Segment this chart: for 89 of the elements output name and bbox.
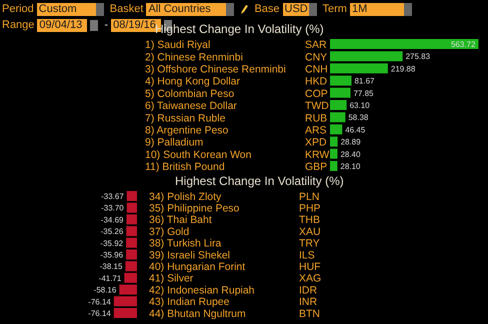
bar [330, 148, 338, 159]
y-tick-label: 41) Silver [149, 274, 194, 285]
text: Highest Change In Volatility (%) [175, 174, 344, 188]
data-label: 219.88 [390, 64, 416, 74]
text: CNH [304, 64, 328, 76]
data-label: 28.89 [340, 138, 362, 147]
text: Period [2, 2, 34, 16]
bar [330, 76, 352, 86]
text: HKD [304, 76, 328, 88]
y-tick-label: 9) Palladium [145, 138, 204, 149]
text: CNY [304, 52, 328, 64]
y-tick-label: 39) Israeli Shekel [149, 250, 230, 262]
text: TWD [304, 101, 330, 112]
data-label: 58.38 [348, 113, 369, 122]
y-tick-label: 37) Gold [149, 226, 190, 238]
data-label: 81.67 [354, 76, 376, 86]
text: ILS [298, 250, 315, 262]
y-tick-label: 42) Indonesian Rupiah [149, 285, 255, 296]
y-tick-label: 1) Saudi Riyal [145, 40, 210, 52]
data-label: 63.10 [350, 100, 370, 110]
y-tick-label: 44) Bhutan Ngultrum [149, 308, 246, 320]
text: SAR [304, 40, 327, 52]
text: Basket [110, 2, 144, 16]
bar [330, 124, 342, 134]
text: 09/04/13 [37, 18, 88, 32]
text: BTN [298, 308, 320, 320]
text: THB [298, 215, 320, 226]
bar [330, 39, 478, 49]
y-tick-label: 10) South Korean Won [145, 150, 252, 161]
data-label: -38.15 [100, 262, 123, 272]
data-label: -58.16 [94, 286, 117, 295]
text: HUF [298, 262, 321, 274]
text: Term [322, 2, 347, 16]
y-tick-label: 3) Offshore Chinese Renminbi [145, 64, 286, 76]
y-tick-label: 6) Taiwanese Dollar [145, 101, 238, 112]
bar [330, 63, 388, 74]
data-label: -41.71 [98, 274, 122, 283]
y-tick-label: 5) Colombian Peso [145, 88, 234, 100]
text: - [104, 18, 108, 32]
y-tick-label: 8) Argentine Peso [145, 125, 229, 136]
text: RUB [304, 113, 328, 124]
data-label: -33.67 [101, 192, 124, 201]
y-tick-label: 2) Chinese Renminbi [145, 52, 243, 64]
text: All Countries [146, 2, 226, 16]
y-tick-label: 4) Hong Kong Dollar [145, 76, 241, 88]
data-label: -35.96 [100, 250, 124, 260]
data-label: -34.69 [100, 215, 124, 224]
text: Range [2, 18, 34, 32]
text: XAU [298, 226, 321, 238]
bar [330, 100, 347, 110]
data-label: 28.10 [340, 162, 361, 171]
y-tick-label: 43) Indian Rupee [149, 297, 230, 308]
y-tick-label: 7) Russian Ruble [145, 113, 226, 124]
data-label: 28.40 [340, 150, 362, 159]
text: INR [298, 297, 318, 308]
text: ARS [304, 125, 327, 136]
bar [330, 88, 350, 98]
text: COP [304, 88, 328, 100]
data-label: 46.45 [345, 125, 366, 134]
y-tick-label: 34) Polish Zloty [149, 192, 222, 203]
bar [330, 160, 338, 171]
data-label: -35.92 [100, 238, 124, 248]
text: PLN [298, 192, 320, 203]
y-tick-label: 38) Turkish Lira [149, 238, 222, 250]
text: 1M [350, 2, 404, 16]
data-label: -33.70 [101, 204, 124, 213]
text: XPD [304, 138, 327, 149]
bar [330, 112, 346, 122]
data-label: -76.14 [88, 297, 112, 306]
bar [330, 136, 338, 147]
data-label: 275.83 [406, 52, 431, 62]
y-tick-label: 36) Thai Baht [149, 215, 212, 226]
text: Custom [36, 2, 96, 16]
text: TRY [298, 238, 320, 250]
text: XAG [298, 274, 322, 285]
data-label: -76.14 [88, 308, 112, 318]
text: IDR [298, 285, 318, 296]
y-tick-label: 40) Hungarian Forint [149, 262, 246, 274]
text: PHP [298, 204, 321, 215]
text: Base [254, 2, 280, 16]
text: GBP [304, 162, 328, 174]
bar [330, 51, 403, 62]
data-label: -35.26 [100, 227, 124, 236]
text: KRW [304, 150, 330, 161]
text: USD [282, 2, 309, 16]
y-tick-label: 35) Philippine Peso [149, 204, 240, 215]
data-label: 77.85 [353, 88, 374, 98]
y-tick-label: 11) British Pound [145, 162, 225, 174]
data-label: 563.72 [451, 40, 476, 49]
